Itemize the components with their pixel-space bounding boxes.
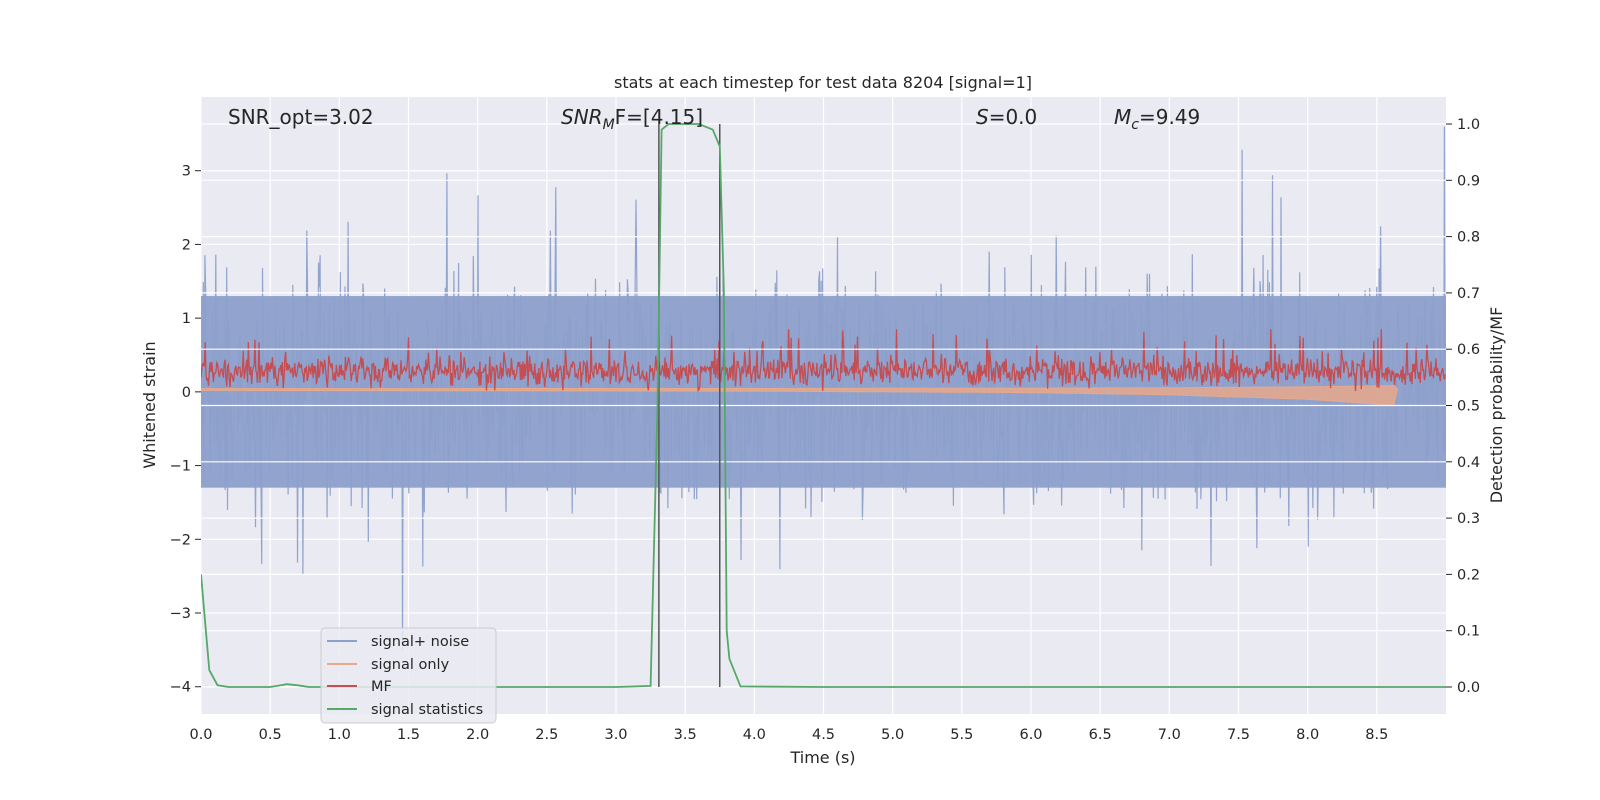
event-vlines xyxy=(658,124,721,687)
y-axis-label-right: Detection probability/MF xyxy=(1487,307,1506,504)
mf-line xyxy=(201,329,1446,392)
annotation-snr-mf: SNRMF=[4.15] xyxy=(561,105,703,133)
y-tick-label-right: 0.8 xyxy=(1457,230,1480,246)
annotation-snr-opt: SNR_opt=3.02 xyxy=(228,105,374,129)
series-mf xyxy=(201,329,1446,392)
x-tick-label: 3.0 xyxy=(604,727,627,743)
y-tick-label-right: 0.3 xyxy=(1457,511,1480,527)
x-tick-label: 1.0 xyxy=(328,727,351,743)
x-tick-label: 7.0 xyxy=(1158,727,1181,743)
x-ticks: 0.0 0.5 1.0 1.5 2.0 2.5 3.0 3.5 4.0 4.5 5.0 5.5 6.0 6… xyxy=(189,727,1388,743)
y-tick-label-left: 1 xyxy=(182,311,191,327)
x-tick-label: 3.5 xyxy=(674,727,697,743)
y-tick-label-right: 0.6 xyxy=(1457,342,1480,358)
y-ticks-left: −4 −3 −2 −1 0 1 2 3 xyxy=(170,164,201,696)
y-tick-label-right: 0.9 xyxy=(1457,173,1480,189)
x-tick-label: 5.5 xyxy=(950,727,973,743)
y-tick-label-right: 0.1 xyxy=(1457,624,1480,640)
y-tick-label-right: 0.4 xyxy=(1457,455,1480,471)
y-tick-label-left: −3 xyxy=(170,606,191,622)
y-tick-label-right: 0.5 xyxy=(1457,399,1480,415)
y-tick-label-right: 0.0 xyxy=(1457,680,1480,696)
annotation-s: S=0.0 xyxy=(976,105,1037,129)
legend: signal+ noise signal only MF signal stat… xyxy=(320,627,497,724)
x-tick-label: 5.0 xyxy=(881,727,904,743)
x-tick-label: 4.0 xyxy=(743,727,766,743)
y-tick-label-right: 1.0 xyxy=(1457,117,1480,133)
x-tick-label: 1.5 xyxy=(397,727,420,743)
y-tick-label-right: 0.2 xyxy=(1457,567,1480,583)
series-signal-only xyxy=(201,384,1399,407)
x-tick-label: 0.5 xyxy=(259,727,282,743)
legend-label-mf: MF xyxy=(371,679,392,695)
y-tick-label-left: −4 xyxy=(170,680,191,696)
x-tick-label: 7.5 xyxy=(1227,727,1250,743)
x-tick-label: 8.5 xyxy=(1365,727,1388,743)
y-tick-label-left: 0 xyxy=(182,385,191,401)
y-tick-label-left: 2 xyxy=(182,237,191,253)
x-tick-label: 6.0 xyxy=(1019,727,1042,743)
x-tick-label: 4.5 xyxy=(812,727,835,743)
x-tick-label: 8.0 xyxy=(1296,727,1319,743)
legend-box xyxy=(320,627,497,724)
legend-label-signal: signal only xyxy=(371,657,450,673)
signal-statistics-line xyxy=(201,123,1446,688)
x-tick-label: 0.0 xyxy=(189,727,212,743)
y-tick-label-left: 3 xyxy=(182,164,191,180)
series-signal-statistics xyxy=(201,123,1446,688)
x-tick-label: 6.5 xyxy=(1089,727,1112,743)
y-axis-label-left: Whitened strain xyxy=(140,341,159,468)
signal-only-line xyxy=(201,384,1399,407)
x-tick-label: 2.5 xyxy=(535,727,558,743)
y-tick-label-left: −2 xyxy=(170,532,191,548)
legend-label-stat: signal statistics xyxy=(371,702,483,718)
annotation-mc: Mc=9.49 xyxy=(1114,105,1200,133)
chart-title: stats at each timestep for test data 820… xyxy=(614,73,1032,92)
y-tick-label-right: 0.7 xyxy=(1457,286,1480,302)
legend-label-noise: signal+ noise xyxy=(371,634,469,650)
x-axis-label: Time (s) xyxy=(789,748,855,767)
y-tick-label-left: −1 xyxy=(170,459,191,475)
y-ticks-right: 0.0 0.1 0.2 0.3 0.4 0.5 0.6 0.7 0.8 0.9 1.0 xyxy=(1446,117,1480,696)
x-tick-label: 2.0 xyxy=(466,727,489,743)
